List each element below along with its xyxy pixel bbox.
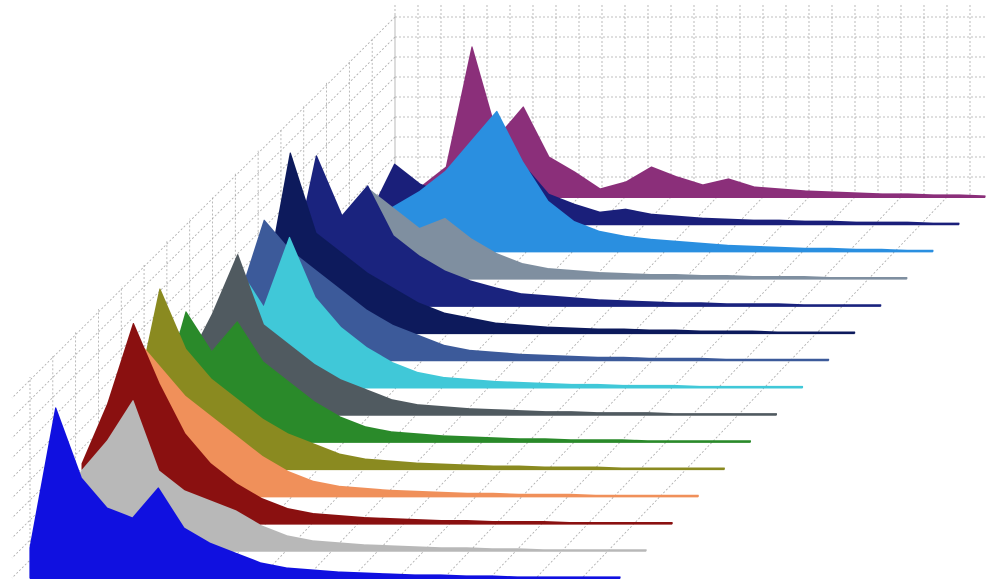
chart	[0, 0, 994, 588]
